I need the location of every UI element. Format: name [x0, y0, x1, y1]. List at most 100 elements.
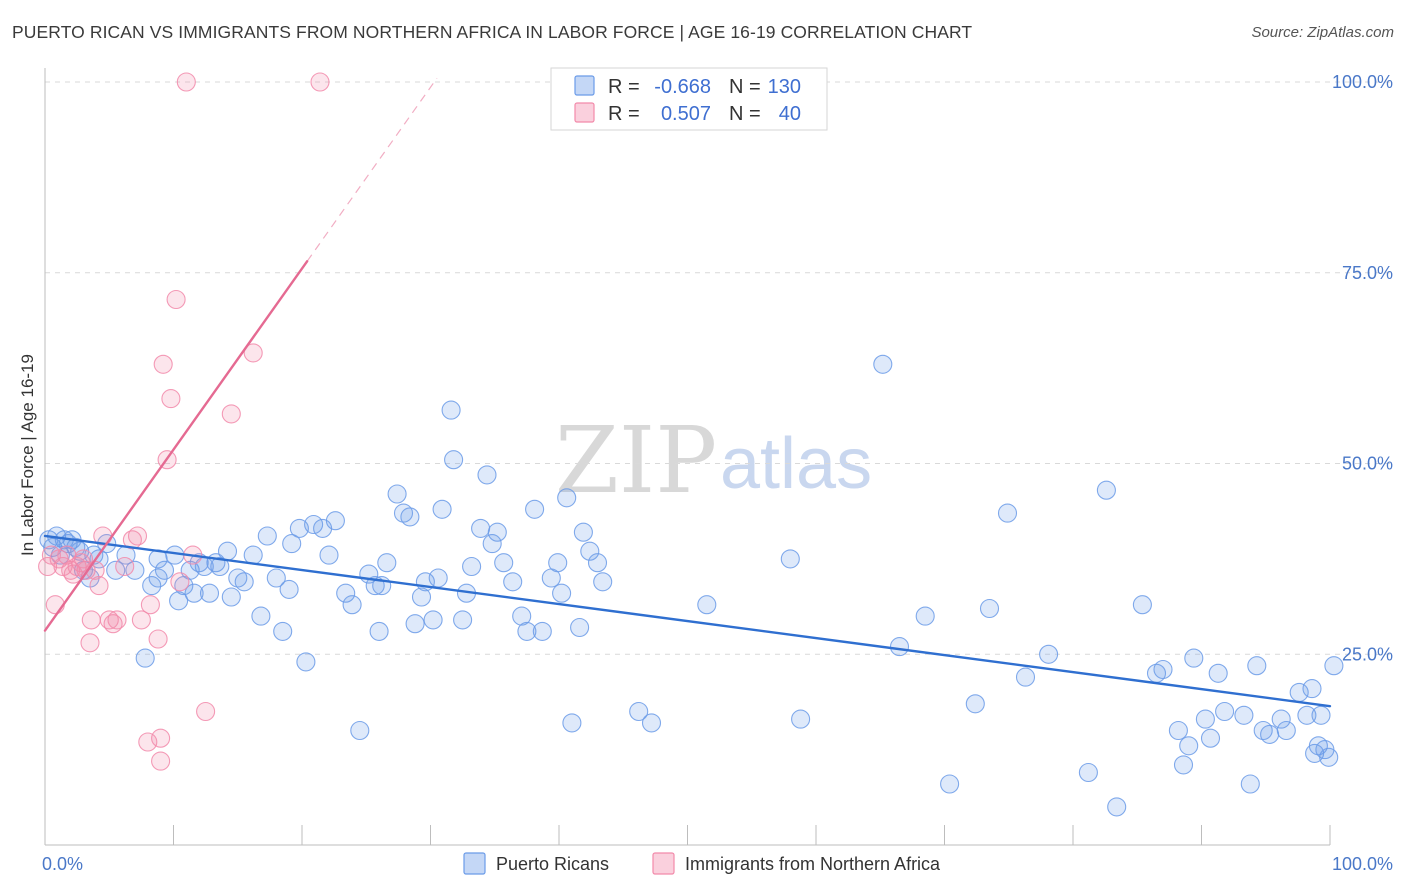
- data-point: [154, 560, 175, 580]
- data-point: [1179, 736, 1199, 756]
- trend-line-puerto-ricans: [43, 534, 1332, 708]
- data-point: [487, 522, 507, 542]
- data-point: [697, 595, 717, 615]
- stats-legend-r-label: R =: [608, 103, 640, 125]
- data-point: [89, 549, 109, 569]
- data-point: [453, 610, 473, 630]
- data-point: [169, 591, 189, 611]
- data-point: [1168, 720, 1188, 741]
- data-point: [176, 72, 196, 92]
- data-point: [148, 629, 168, 649]
- data-point: [199, 583, 220, 603]
- stats-legend-n-label: N =: [729, 76, 761, 98]
- data-point: [1247, 656, 1267, 676]
- stats-legend: R = -0.668 N = 130 R = 0.507 N = 40: [550, 67, 828, 131]
- data-point: [1015, 667, 1036, 687]
- series-legend-swatch-puerto-ricans: [463, 852, 486, 875]
- data-point: [257, 526, 277, 546]
- data-point: [548, 553, 568, 573]
- data-point: [342, 595, 362, 615]
- y-tick-label: 25.0%: [1342, 644, 1393, 664]
- data-point: [296, 652, 316, 672]
- x-tick-labels: 0.0% 100.0%: [42, 854, 1393, 874]
- data-point: [532, 621, 552, 641]
- series-northern-africa-points: [38, 72, 330, 771]
- data-point: [115, 556, 135, 577]
- data-point: [336, 583, 356, 603]
- stats-legend-n-value: 40: [779, 103, 801, 125]
- data-point: [411, 587, 432, 607]
- data-point: [780, 549, 800, 569]
- data-point: [140, 595, 160, 615]
- source-credit: Source: ZipAtlas.com: [1251, 24, 1394, 41]
- stats-legend-swatch-blue: [574, 75, 595, 96]
- data-point: [441, 400, 461, 420]
- stats-legend-r-value: 0.507: [661, 103, 711, 125]
- data-point: [243, 343, 263, 363]
- data-point: [279, 579, 299, 599]
- data-point: [471, 518, 491, 538]
- data-point: [122, 530, 142, 550]
- stats-legend-r-label: R =: [608, 76, 640, 98]
- data-point: [1173, 755, 1194, 775]
- data-point: [125, 560, 145, 580]
- data-point: [45, 595, 65, 615]
- data-point: [138, 732, 158, 752]
- data-point: [462, 556, 482, 577]
- data-point: [151, 728, 171, 748]
- data-point: [148, 568, 168, 588]
- data-point: [1311, 705, 1331, 725]
- data-point: [1319, 747, 1339, 767]
- data-point: [580, 541, 600, 561]
- stats-legend-box: [550, 67, 828, 131]
- data-point: [1234, 705, 1254, 725]
- data-point: [552, 583, 572, 603]
- data-point: [1208, 663, 1228, 683]
- data-point: [131, 610, 151, 630]
- axes: [44, 68, 1331, 846]
- data-point: [369, 621, 389, 641]
- data-point: [325, 511, 345, 531]
- data-point: [151, 751, 171, 771]
- data-point: [979, 598, 1000, 619]
- data-point: [791, 709, 811, 729]
- data-point: [251, 606, 271, 626]
- data-point: [1096, 480, 1116, 500]
- data-point: [266, 568, 286, 588]
- data-point: [184, 583, 204, 603]
- data-point: [387, 484, 407, 504]
- data-point: [1184, 648, 1204, 668]
- data-point: [1302, 679, 1322, 699]
- data-point: [221, 404, 241, 424]
- trend-line-northern-africa: [43, 260, 309, 632]
- data-point: [1215, 701, 1235, 722]
- data-point: [221, 587, 241, 607]
- data-point: [525, 499, 545, 519]
- data-point: [1324, 656, 1344, 676]
- data-point: [997, 503, 1018, 523]
- data-point: [161, 389, 181, 409]
- data-point: [217, 541, 238, 561]
- data-point: [940, 774, 960, 794]
- data-point: [377, 553, 397, 573]
- series-legend-swatch-northern-africa: [652, 852, 675, 875]
- data-point: [1078, 762, 1098, 783]
- data-point: [350, 720, 370, 741]
- data-point: [593, 572, 613, 592]
- series-legend: Puerto Ricans Immigrants from Northern A…: [463, 852, 941, 875]
- data-point: [423, 610, 443, 630]
- data-point: [80, 633, 100, 653]
- data-point: [1271, 709, 1291, 729]
- data-point: [889, 637, 910, 657]
- watermark-zip: ZIP: [555, 407, 717, 514]
- stats-legend-n-value: 130: [768, 76, 801, 98]
- data-point: [135, 648, 155, 668]
- data-point: [965, 694, 985, 714]
- data-point: [1260, 724, 1280, 744]
- data-point: [477, 465, 497, 485]
- data-point: [432, 499, 452, 519]
- stats-legend-swatch-pink: [574, 102, 595, 123]
- data-point: [243, 545, 263, 565]
- data-point: [1200, 728, 1221, 748]
